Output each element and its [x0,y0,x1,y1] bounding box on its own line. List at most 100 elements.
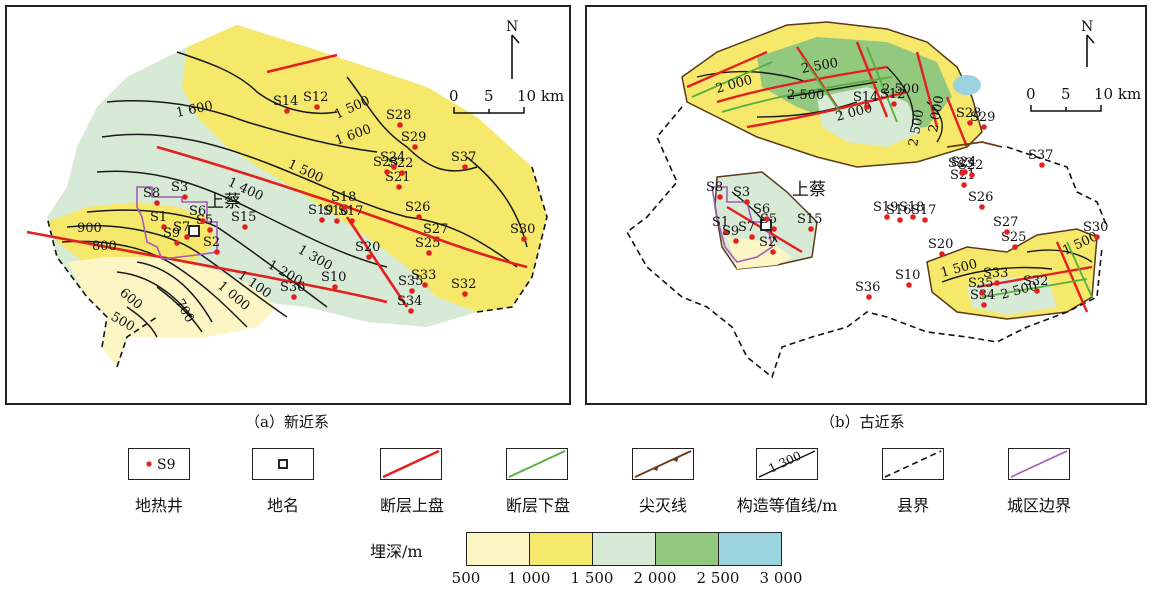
well-label-s17: S17 [911,203,936,218]
svg-text:S9: S9 [157,457,176,473]
depth-tick-2: 1 500 [570,569,614,587]
well-s6 [200,218,206,224]
well-label-s7: S7 [173,220,190,235]
geothermal-wells: S1S2S3S5S6S7S8S9S10S12S14S15S16S17S18S19… [706,87,1108,308]
well-s5 [207,227,213,233]
well-label-s14: S14 [853,90,878,105]
legend-place-symbol [252,448,314,480]
well-s32 [1034,288,1040,294]
legend-contour-symbol: 1 300 [756,448,818,480]
well-s24 [962,169,968,175]
well-s19 [884,214,890,220]
red-line-icon [382,449,440,479]
well-s20 [366,254,372,260]
depth-tick-0: 500 [451,569,481,587]
svg-text:1 300: 1 300 [766,449,803,476]
well-label-s29: S29 [401,130,426,145]
well-label-s26: S26 [405,200,430,215]
well-label-s20: S20 [928,237,953,252]
well-s7 [749,234,755,240]
depth-swatch-2 [592,532,656,566]
legend-label-city: 城区边界 [1006,496,1071,515]
depth-zone-1000-1500-west [47,202,217,275]
well-s3 [182,194,188,200]
well-s32 [462,291,468,297]
depth-swatch-1 [529,532,593,566]
well-s14 [864,104,870,110]
well-s15 [242,224,248,230]
well-label-s19: S19 [308,203,333,218]
well-label-s27: S27 [993,215,1018,230]
well-label-s35: S35 [968,276,993,291]
well-label-s34: S34 [397,294,422,309]
well-label-s29: S29 [970,110,995,125]
paleogene-map: 上蔡 2 500 2 000 2 500 2 500 2 000 2 500 2… [625,19,1141,379]
well-label-s6: S6 [753,202,770,217]
well-label-s7: S7 [738,220,755,235]
caption-paleogene: （b）古近系 [820,413,905,431]
well-dot-icon [146,461,152,467]
well-label-s2: S2 [203,235,220,250]
southeast-block-mid [967,277,1057,315]
well-label-s23: S23 [948,156,973,171]
legend-upper-wall-symbol [380,448,442,480]
pinch-out-lines [946,141,1003,148]
depth-swatch-4 [718,532,782,566]
green-line-icon [508,450,566,478]
well-s33 [994,280,1000,286]
svg-text:2 500: 2 500 [787,88,824,103]
svg-text:N: N [506,19,518,35]
place-label: 上蔡 [792,180,826,200]
depth-swatch-3 [655,532,719,566]
well-s28 [397,122,403,128]
well-label-s10: S10 [321,270,346,285]
well-s9 [174,240,180,246]
well-s6 [764,216,770,222]
legend-label-county: 县界 [896,496,929,515]
well-s12 [891,101,897,107]
well-label-s25: S25 [415,236,440,251]
legend-lower-wall-symbol [506,448,568,480]
well-label-s18: S18 [899,200,924,215]
well-s20 [939,251,945,257]
well-s26 [416,214,422,220]
well-label-s17: S17 [338,204,363,219]
well-label-s18: S18 [331,190,356,205]
well-label-s35: S35 [398,274,423,289]
well-s25 [426,250,432,256]
place-label: 上蔡 [207,192,241,212]
depth-zone-1000-1500-north [182,25,547,312]
well-s37 [1039,162,1045,168]
well-s24 [391,164,397,170]
neogene-map: 上蔡 1 600 1 500 1 600 1 500 1 400 1 300 1… [26,19,564,368]
depth-tick-4: 2 500 [696,569,740,587]
well-label-s9: S9 [163,226,180,241]
svg-text:2 500: 2 500 [882,82,919,97]
city-boundary [136,186,218,260]
well-s25 [1012,244,1018,250]
well-label-s3: S3 [171,180,188,195]
well-label-s6: S6 [189,204,206,219]
well-s1 [161,224,167,230]
county-boundary [625,106,1108,379]
well-s27 [434,236,440,242]
well-label-s26: S26 [968,190,993,205]
well-label-s36: S36 [855,280,880,295]
square-icon [278,459,288,469]
well-label-s14: S14 [273,94,298,109]
svg-text:0: 0 [1026,85,1036,103]
fault-lower-walls [691,46,1093,298]
svg-text:5: 5 [1061,85,1071,103]
legend-label-lower-wall: 断层下盘 [505,496,570,515]
well-s7 [184,234,190,240]
well-s23 [384,169,390,175]
well-s16 [334,218,340,224]
well-s22 [969,172,975,178]
well-s34 [408,308,414,314]
depth-tick-5: 3 000 [759,569,803,587]
well-s28 [967,120,973,126]
well-label-s37: S37 [1028,148,1053,163]
well-s21 [396,184,402,190]
svg-text:2 500: 2 500 [906,108,927,147]
pinch-out-icon [634,450,692,478]
